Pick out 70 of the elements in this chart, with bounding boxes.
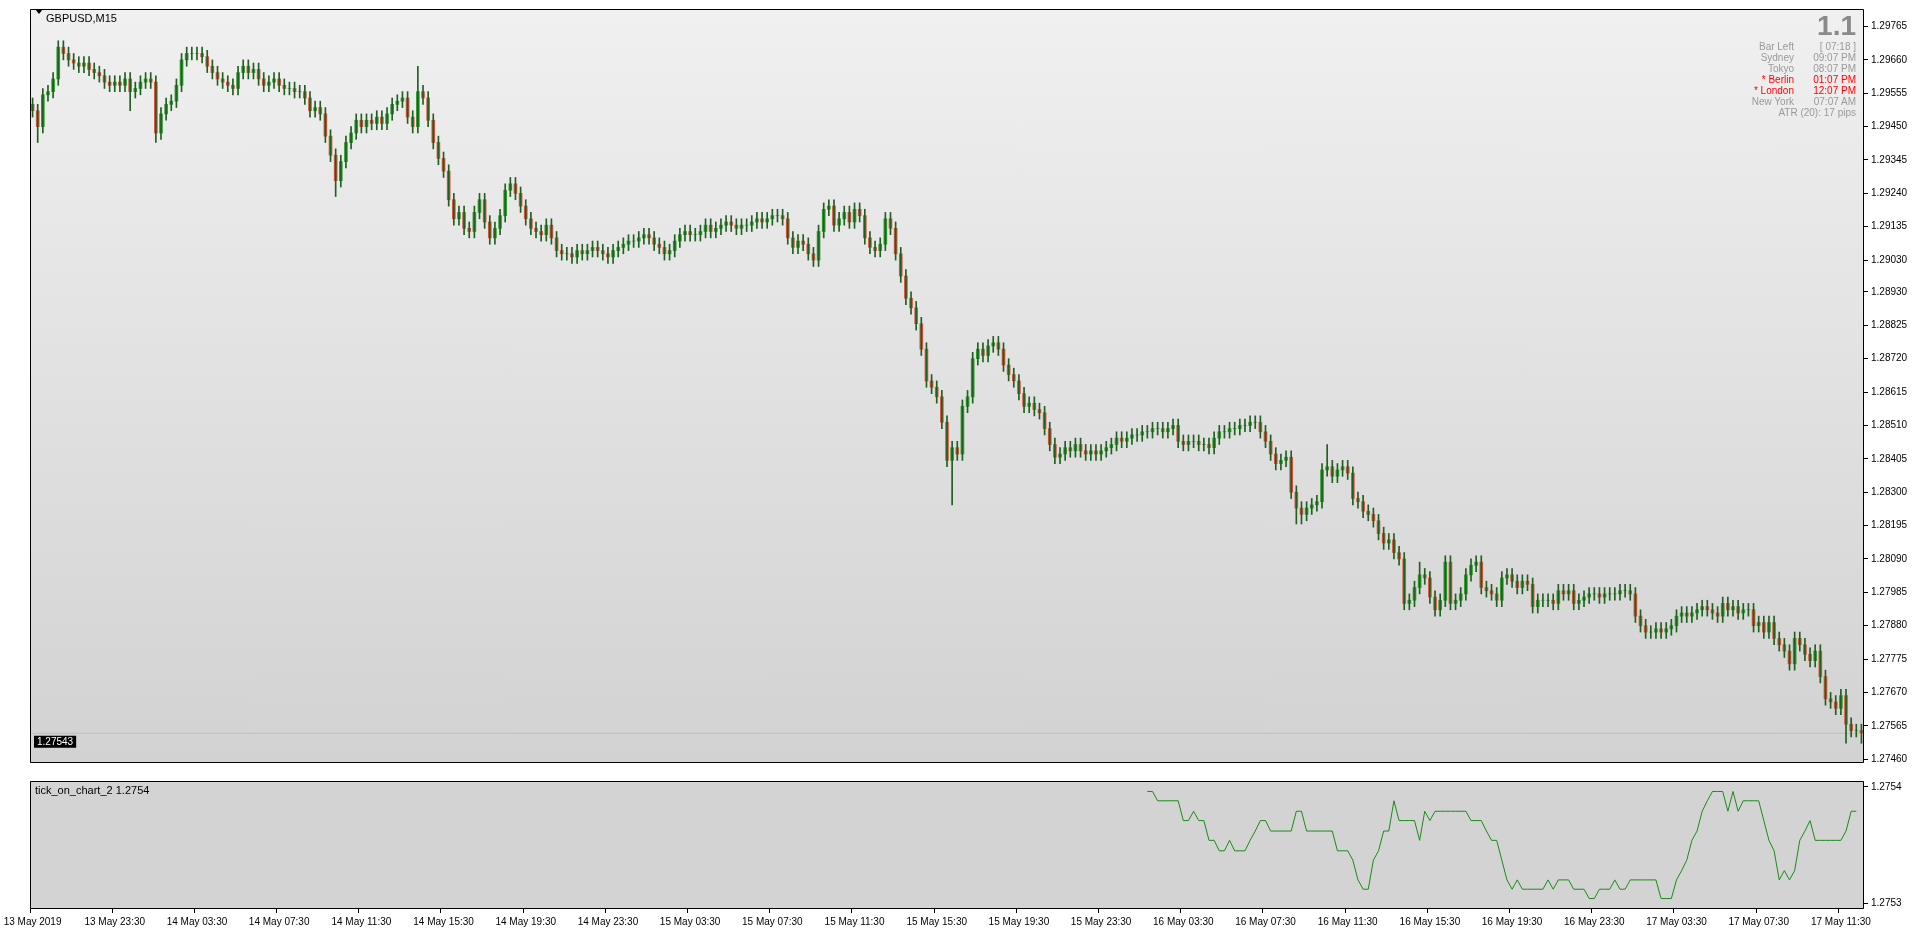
x-tick-label: 14 May 23:30 [577,915,639,927]
candlestick [1854,723,1859,738]
y-tick-label: 1.27565 [1871,719,1908,731]
y-tick-label: 1.29030 [1871,253,1908,265]
x-tick-label: 16 May 15:30 [1399,915,1461,927]
annotation: Bar Left [1758,40,1795,52]
x-tick-label: 16 May 11:30 [1317,915,1379,927]
x-tick-label: 16 May 07:30 [1235,915,1297,927]
y-tick-label: 1.27985 [1871,586,1908,598]
x-tick-label: 16 May 03:30 [1153,915,1215,927]
x-tick-label: 14 May 07:30 [248,915,310,927]
y-tick-label: 1.29660 [1871,53,1908,65]
y-tick-label: 1.28615 [1871,385,1908,397]
annotation: 08:07 PM [1813,62,1856,74]
x-tick-label: 15 May 07:30 [742,915,804,927]
x-tick-label: 15 May 11:30 [824,915,885,927]
candlestick [565,247,569,261]
y-tick-label: 1.28300 [1871,485,1908,497]
y-tick-label: 1.28195 [1871,519,1908,531]
y-tick-label: 1.2753 [1871,896,1903,908]
y-tick-label: 1.27880 [1871,619,1908,631]
annotation: 07:07 AM [1813,95,1856,107]
annotation: 1.1 [1817,9,1856,41]
x-tick-label: 15 May 15:30 [906,915,968,927]
x-tick-label: 15 May 03:30 [659,915,721,927]
annotation: [ 07:18 ] [1819,40,1857,52]
y-tick-label: 1.29450 [1871,120,1908,132]
x-tick-label: 17 May 07:30 [1728,915,1790,927]
annotation: 12:07 PM [1813,84,1856,96]
y-tick-label: 1.29240 [1871,187,1908,199]
annotation: Tokyo [1767,62,1795,74]
chart-title: GBPUSD,M15 [46,12,117,25]
y-tick-label: 1.28930 [1871,285,1908,297]
annotation: 09:07 PM [1813,51,1856,63]
candlestick [297,84,302,99]
x-tick-label: 14 May 03:30 [166,915,228,927]
annotation: New York [1751,95,1795,107]
y-tick-label: 1.2754 [1871,780,1903,792]
annotation: ATR (20): 17 pips [1778,106,1856,118]
y-tick-label: 1.28720 [1871,352,1908,364]
y-tick-label: 1.29345 [1871,153,1908,165]
annotation: * London [1753,84,1794,96]
x-tick-label: 15 May 19:30 [988,915,1050,927]
y-tick-label: 1.29765 [1871,20,1908,32]
y-tick-label: 1.27460 [1871,752,1908,764]
x-tick-label: 16 May 19:30 [1481,915,1543,927]
x-tick-label: 15 May 23:30 [1070,915,1132,927]
x-tick-label: 14 May 11:30 [331,915,392,927]
x-tick-label: 17 May 03:30 [1646,915,1708,927]
y-tick-label: 1.27775 [1871,652,1908,664]
chart-title: tick_on_chart_2 1.2754 [35,784,150,797]
candlestick [693,228,698,242]
y-tick-label: 1.29135 [1871,220,1908,232]
y-tick-label: 1.28825 [1871,319,1908,331]
candlestick [1202,437,1206,452]
y-tick-label: 1.29555 [1871,86,1908,98]
y-tick-label: 1.28405 [1871,452,1908,464]
ref-line-label: 1.27543 [37,735,74,747]
x-tick-label: 14 May 19:30 [495,915,557,927]
annotation: Sydney [1760,51,1794,63]
y-tick-label: 1.27670 [1871,686,1908,698]
x-tick-label: 13 May 23:30 [84,915,146,927]
x-tick-label: 14 May 15:30 [413,915,475,927]
y-tick-label: 1.28510 [1871,419,1908,431]
annotation: 01:07 PM [1813,73,1856,85]
annotation: * Berlin [1761,73,1794,85]
x-tick-label: 17 May 11:30 [1810,915,1872,927]
x-tick-label: 16 May 23:30 [1563,915,1626,927]
x-tick-label: 13 May 2019 [3,915,62,927]
y-tick-label: 1.28090 [1871,552,1908,564]
